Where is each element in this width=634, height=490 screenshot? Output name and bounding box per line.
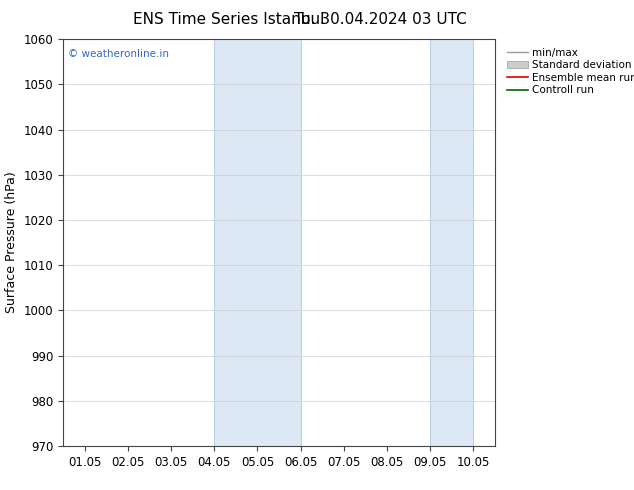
Bar bbox=[430, 39, 473, 446]
Legend: min/max, Standard deviation, Ensemble mean run, Controll run: min/max, Standard deviation, Ensemble me… bbox=[504, 45, 634, 98]
Text: © weatheronline.in: © weatheronline.in bbox=[68, 49, 169, 59]
Text: Tu. 30.04.2024 03 UTC: Tu. 30.04.2024 03 UTC bbox=[294, 12, 467, 27]
Y-axis label: Surface Pressure (hPa): Surface Pressure (hPa) bbox=[5, 172, 18, 314]
Text: ENS Time Series Istanbul: ENS Time Series Istanbul bbox=[133, 12, 324, 27]
Bar bbox=[214, 39, 301, 446]
